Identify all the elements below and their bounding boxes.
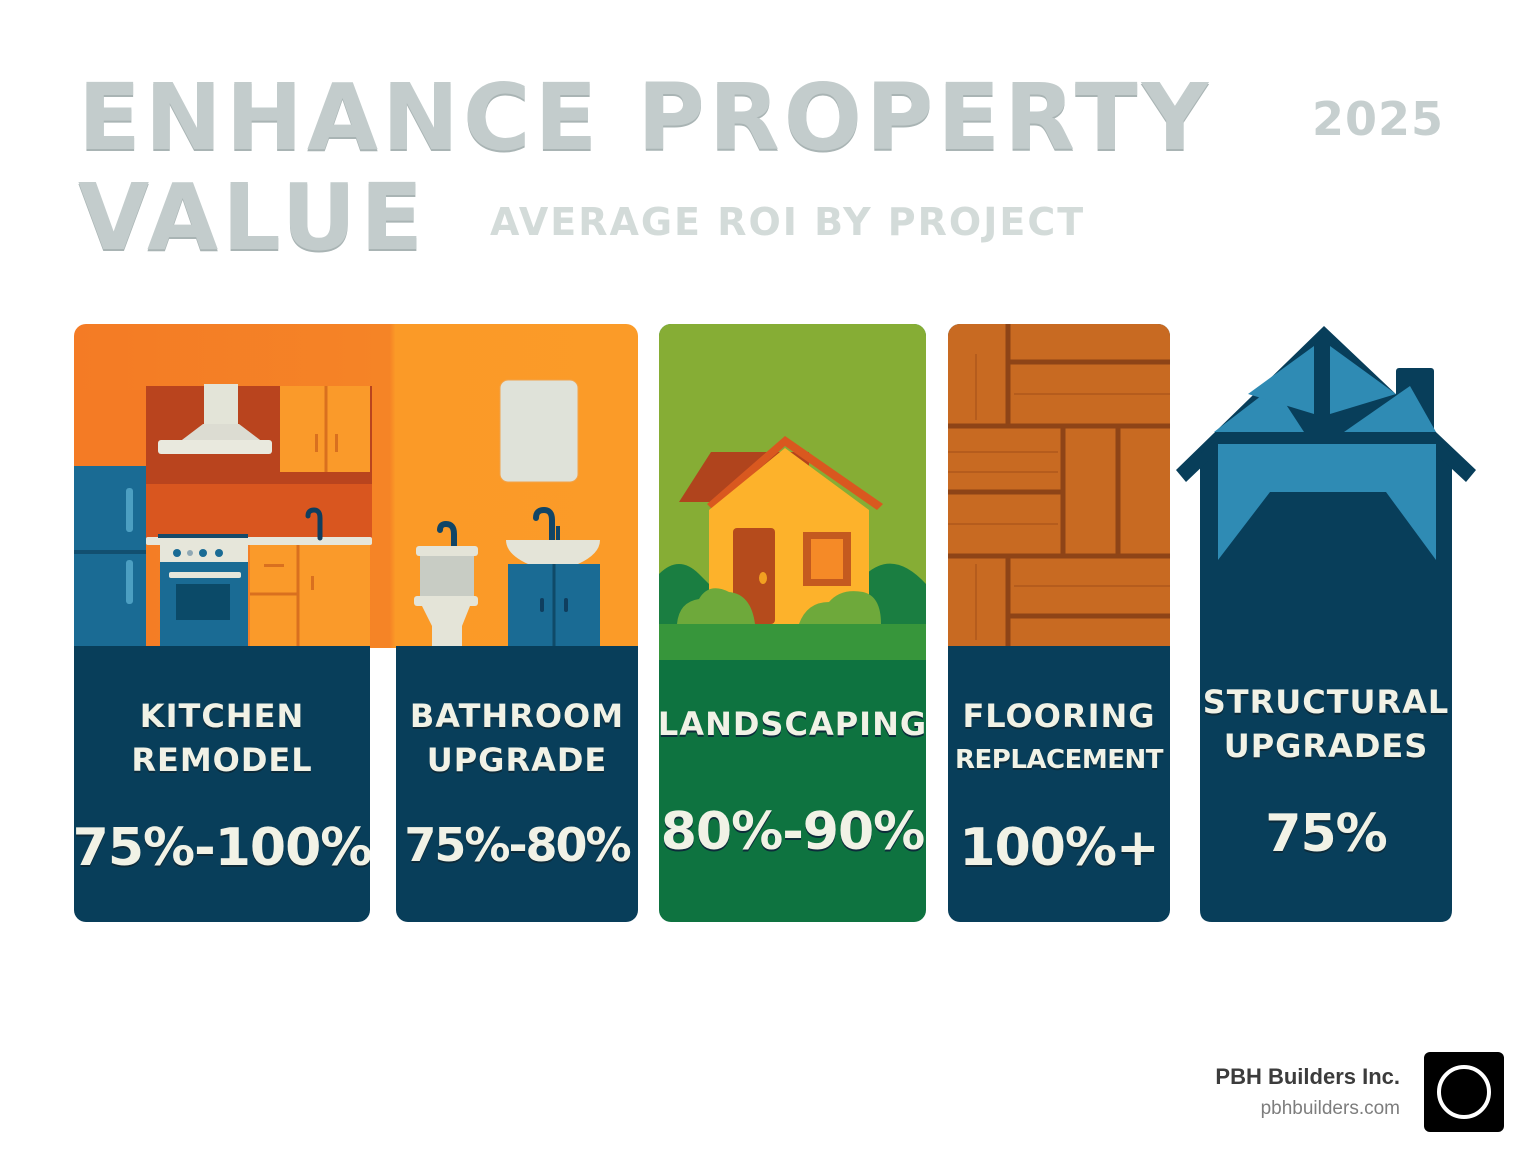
company-website[interactable]: pbhbuilders.com (1260, 1098, 1400, 1119)
company-branding: PBH Builders Inc. pbhbuilders.com (1215, 1064, 1400, 1120)
project-card-flooring-replacement: FLOORING REPLACEMENT 100%+ (948, 324, 1170, 922)
project-label: BATHROOM (409, 697, 625, 735)
project-card-structural-upgrades: STRUCTURAL UPGRADES 75% (1174, 324, 1480, 924)
project-card-bathroom-upgrade: BATHROOM UPGRADE 75%-80% (396, 646, 638, 922)
title-line-1: ENHANCE PROPERTY (78, 64, 1213, 171)
project-label: LANDSCAPING (659, 705, 926, 743)
year-label: 2025 (1312, 92, 1445, 146)
roi-value: 100%+ (959, 818, 1159, 878)
project-label: UPGRADE (426, 741, 608, 779)
roi-value: 75%-80% (404, 818, 631, 872)
roi-value: 75%-100% (74, 818, 370, 878)
project-label: UPGRADES (1223, 727, 1429, 765)
title-line-2: VALUE (78, 164, 428, 271)
bathroom-illustration (414, 379, 600, 648)
company-name: PBH Builders Inc. (1215, 1064, 1400, 1089)
house-truss-illustration (1176, 326, 1476, 922)
project-label: FLOORING (962, 697, 1156, 735)
subtitle: AVERAGE ROI BY PROJECT (490, 200, 1086, 244)
project-label: STRUCTURAL (1202, 683, 1450, 721)
wood-floor-illustration (948, 324, 1170, 646)
kitchen-bathroom-backdrop (74, 324, 638, 648)
roi-value: 75% (1265, 804, 1387, 864)
page-title: ENHANCE PROPERTY VALUE (78, 68, 1212, 268)
project-card-kitchen-remodel: KITCHEN REMODEL 75%-100% (74, 646, 370, 922)
project-label: KITCHEN (139, 697, 305, 735)
project-label: REPLACEMENT (955, 745, 1164, 775)
ring-icon (1437, 1065, 1491, 1119)
kitchen-illustration (74, 384, 372, 646)
circle-logo-icon (1424, 1052, 1504, 1132)
roi-value: 80%-90% (660, 802, 926, 862)
project-label: REMODEL (131, 741, 313, 779)
project-card-landscaping: LANDSCAPING 80%-90% (659, 324, 926, 922)
house-garden-illustration (659, 324, 926, 660)
